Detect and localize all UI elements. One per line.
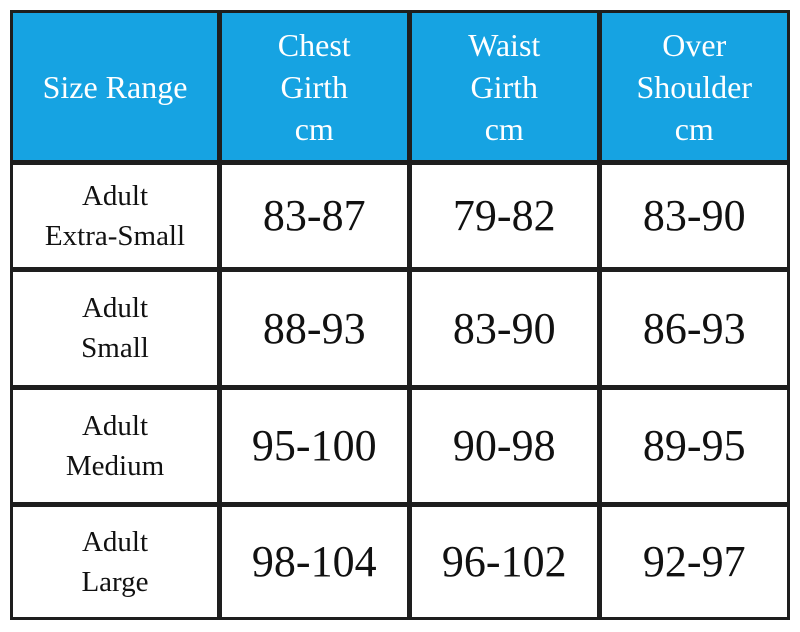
- text-line: Extra-Small: [44, 219, 186, 252]
- cell-value: 88-93: [262, 303, 366, 353]
- cell-value: 95-100: [251, 421, 377, 471]
- text-line: Large: [81, 565, 149, 598]
- value-cell: 95-100: [218, 386, 410, 505]
- cell-value: 92-97: [642, 537, 746, 587]
- value-cell: 83-87: [218, 161, 410, 270]
- value-cell: 86-93: [598, 268, 790, 388]
- row-label-cell: Adult Large: [10, 503, 220, 620]
- cell-value: 89-95: [642, 421, 746, 471]
- cell-value: 83-90: [452, 303, 556, 353]
- cell-value: 96-102: [441, 537, 567, 587]
- text-line: Shoulder: [636, 68, 753, 105]
- value-cell: 79-82: [408, 161, 600, 270]
- row-label-cell: Adult Extra-Small: [10, 161, 220, 270]
- text-line: Adult: [81, 292, 149, 325]
- value-cell: 83-90: [598, 161, 790, 270]
- header-cell: Chest Girth cm: [218, 10, 410, 163]
- text-line: Adult: [81, 409, 149, 442]
- row-label-cell: Adult Small: [10, 268, 220, 388]
- value-cell: 92-97: [598, 503, 790, 620]
- header-cell: Waist Girth cm: [408, 10, 600, 163]
- cell-value: 79-82: [452, 191, 556, 241]
- text-line: Girth: [470, 68, 539, 105]
- text-line: Chest: [277, 26, 351, 63]
- value-cell: 98-104: [218, 503, 410, 620]
- text-line: Size Range: [42, 68, 188, 105]
- text-line: Girth: [280, 68, 349, 105]
- cell-value: 83-90: [642, 191, 746, 241]
- text-line: cm: [484, 110, 524, 147]
- value-cell: 83-90: [408, 268, 600, 388]
- value-cell: 96-102: [408, 503, 600, 620]
- text-line: cm: [294, 110, 334, 147]
- header-cell: Over Shoulder cm: [598, 10, 790, 163]
- text-line: Medium: [65, 449, 165, 482]
- text-line: Waist: [468, 26, 541, 63]
- text-line: Adult: [81, 179, 149, 212]
- row-label-cell: Adult Medium: [10, 386, 220, 505]
- value-cell: 88-93: [218, 268, 410, 388]
- text-line: Over: [662, 26, 727, 63]
- cell-value: 98-104: [251, 537, 377, 587]
- text-line: Adult: [81, 525, 149, 558]
- cell-value: 86-93: [642, 303, 746, 353]
- text-line: Small: [81, 332, 149, 365]
- text-line: cm: [674, 110, 714, 147]
- header-cell: Size Range: [10, 10, 220, 163]
- cell-value: 90-98: [452, 421, 556, 471]
- value-cell: 90-98: [408, 386, 600, 505]
- value-cell: 89-95: [598, 386, 790, 505]
- cell-value: 83-87: [262, 191, 366, 241]
